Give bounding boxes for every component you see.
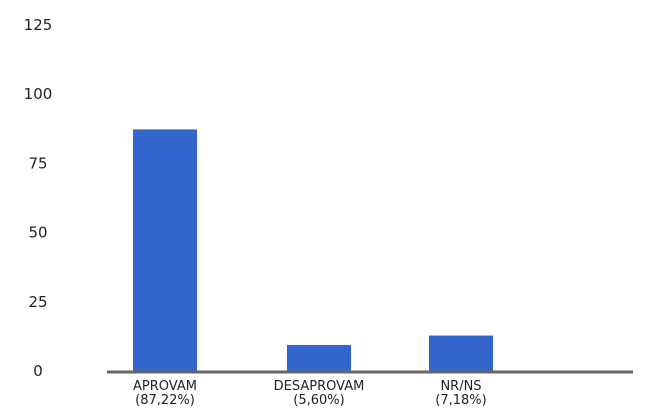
y-tick-label: 125 [24,16,53,34]
bar [133,129,197,371]
y-tick-label: 25 [28,293,47,311]
bars [133,129,493,371]
y-tick-label: 100 [24,85,53,103]
y-tick-label: 0 [33,362,43,380]
x-tick-label: APROVAM (87,22%) [133,379,197,408]
y-axis-ticks: 0 25 50 75 100 125 [24,16,53,380]
category-labels: APROVAM (87,22%) DESAPROVAM (5,60%) NR/NS (7,… [133,379,487,408]
x-tick-label: NR/NS (7,18%) [435,379,486,408]
x-tick-label: DESAPROVAM (5,60%) [274,379,365,408]
y-tick-label: 50 [28,224,47,242]
bar [287,344,351,371]
bar [429,335,493,371]
y-tick-label: 75 [28,154,47,172]
